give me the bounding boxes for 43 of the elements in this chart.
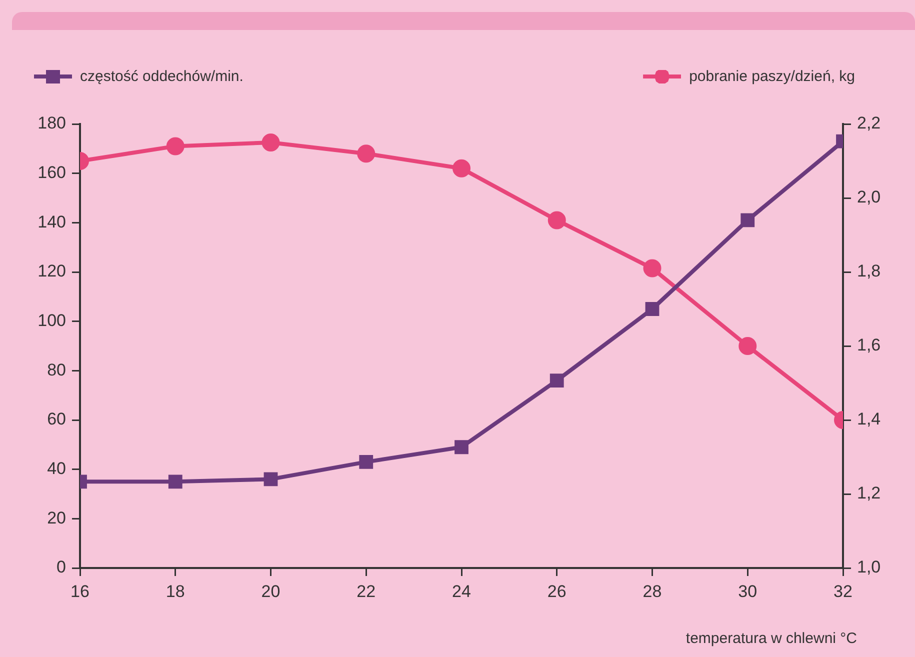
y2-tick-label: 1,6 <box>857 336 881 355</box>
y2-tick-label: 1,0 <box>857 558 881 577</box>
y-tick-label: 60 <box>47 410 66 429</box>
y-tick-label: 120 <box>38 262 66 281</box>
y-tick-label: 160 <box>38 163 66 182</box>
y-tick-label: 20 <box>47 508 66 528</box>
point <box>262 134 280 152</box>
x-tick-label: 28 <box>642 582 662 601</box>
point <box>550 374 564 388</box>
y2-tick-label: 2,0 <box>857 188 881 207</box>
x-tick-label: 26 <box>547 582 566 601</box>
legend-label: pobranie paszy/dzień, kg <box>689 68 855 85</box>
x-tick-label: 30 <box>738 582 758 601</box>
point <box>454 440 468 454</box>
y2-tick-label: 1,2 <box>857 484 881 503</box>
x-tick-label: 20 <box>261 582 280 601</box>
x-axis-title: temperatura w chlewni °C <box>686 630 857 647</box>
point <box>166 137 184 156</box>
y-tick-label: 100 <box>38 311 66 330</box>
point <box>357 144 376 163</box>
y-tick-label: 180 <box>38 114 66 133</box>
x-tick-label: 18 <box>166 582 185 601</box>
y2-tick-label: 1,4 <box>857 410 881 429</box>
point <box>452 159 470 178</box>
point <box>738 337 757 355</box>
y2-tick-label: 1,8 <box>857 262 881 281</box>
x-tick-label: 22 <box>356 582 376 601</box>
legend-label: częstość oddechów/min. <box>80 68 244 85</box>
point <box>643 259 662 278</box>
point <box>740 213 755 228</box>
y2-tick-label: 2,2 <box>857 114 881 133</box>
y-tick-label: 40 <box>47 459 66 478</box>
y-tick-label: 0 <box>56 558 66 577</box>
x-tick-label: 24 <box>452 582 471 601</box>
point <box>359 454 374 469</box>
point <box>264 472 278 486</box>
point <box>548 211 566 230</box>
point <box>645 302 660 316</box>
point <box>168 474 182 489</box>
x-tick-label: 16 <box>70 582 90 601</box>
y-tick-label: 80 <box>47 360 66 380</box>
y-tick-label: 140 <box>38 212 66 232</box>
x-tick-label: 32 <box>834 582 852 601</box>
